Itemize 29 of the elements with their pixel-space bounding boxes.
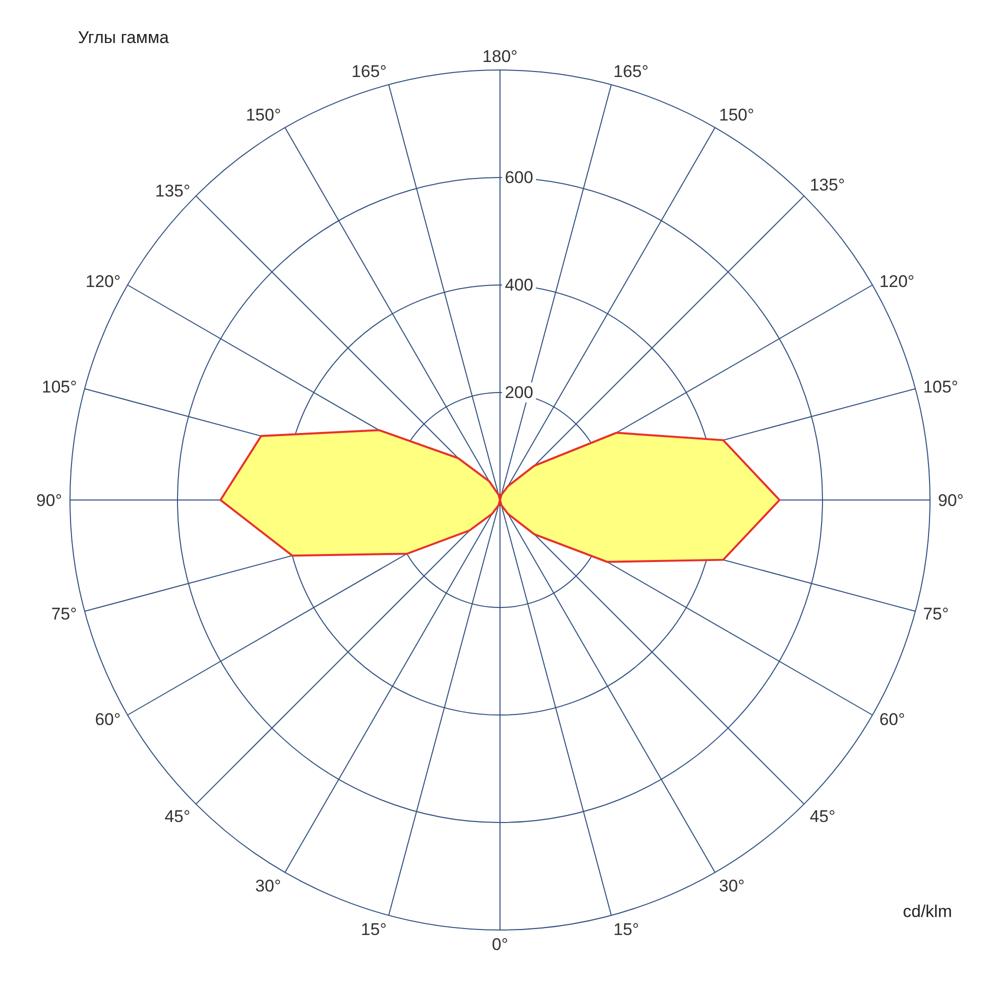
spoke-label: 45° <box>810 806 836 826</box>
spoke-label: 90° <box>36 491 62 510</box>
spoke-label: 90° <box>938 491 964 510</box>
spoke-label: 75° <box>51 604 77 624</box>
spoke-label: 60° <box>94 710 121 730</box>
y-tick-label: 600 <box>504 168 534 187</box>
spoke-label: 120° <box>86 272 121 292</box>
y-tick-label: 400 <box>504 276 534 294</box>
spoke-label: 15° <box>360 920 387 940</box>
spoke-label: 135° <box>810 175 845 194</box>
spoke-label: 30° <box>255 876 281 896</box>
spoke-label: 15° <box>613 920 640 940</box>
spoke-label: 60° <box>879 710 906 730</box>
spoke-label: 180° <box>482 47 518 66</box>
spoke-label: 165° <box>351 62 387 81</box>
text: cd/klm <box>902 902 952 922</box>
spoke-label: 30° <box>719 876 745 896</box>
spoke-label: 165° <box>613 62 649 81</box>
spoke-label: 105° <box>923 378 958 397</box>
spoke-label: 135° <box>155 181 190 200</box>
spoke-label: 75° <box>923 604 949 624</box>
spoke-label: 0° <box>492 935 508 954</box>
spoke-label: 150° <box>246 106 281 125</box>
spoke-label: 105° <box>42 378 77 397</box>
spoke-label: 150° <box>719 106 754 125</box>
spoke-label: 120° <box>879 272 914 292</box>
text: Углы гамма <box>78 28 169 48</box>
y-tick-label: 200 <box>504 383 534 402</box>
spoke-label: 45° <box>164 806 190 826</box>
